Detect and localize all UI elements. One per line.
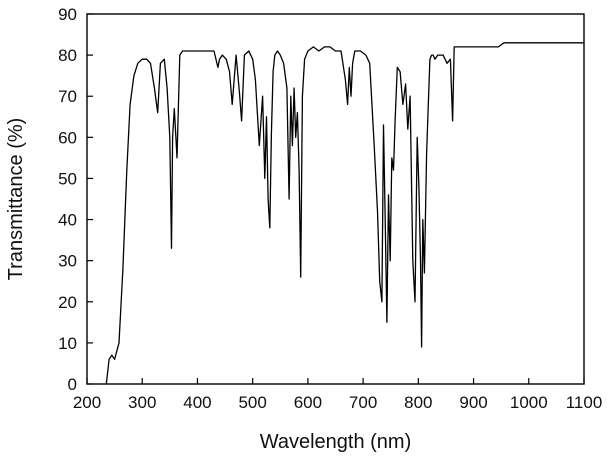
series-layer (105, 42, 584, 385)
y-tick-label: 70 (58, 87, 77, 106)
y-axis-title: Transmittance (%) (5, 118, 27, 281)
x-tick-label: 700 (349, 393, 377, 412)
y-tick-label: 20 (58, 293, 77, 312)
x-axis-ticks: 200 300 400 500 600 700 800 900 1000 1100 (73, 378, 602, 412)
y-tick-label: 50 (58, 169, 77, 188)
y-axis-ticks: 0 10 20 30 40 50 60 70 80 90 (58, 5, 93, 394)
y-tick-label: 0 (68, 375, 77, 394)
x-tick-label: 800 (404, 393, 432, 412)
y-tick-label: 80 (58, 46, 77, 65)
x-tick-label: 900 (459, 393, 487, 412)
x-tick-label: 1000 (510, 393, 548, 412)
transmittance-line (105, 42, 584, 385)
plot-frame (86, 13, 585, 385)
y-tick-label: 30 (58, 252, 77, 271)
x-tick-label: 1100 (566, 393, 603, 412)
x-tick-label: 300 (128, 393, 156, 412)
x-tick-label: 200 (73, 393, 101, 412)
y-tick-label: 90 (58, 5, 77, 24)
x-axis-title: Wavelength (nm) (260, 431, 412, 453)
x-tick-label: 600 (294, 393, 322, 412)
y-tick-label: 40 (58, 211, 77, 230)
x-tick-label: 400 (183, 393, 211, 412)
y-tick-label: 10 (58, 334, 77, 353)
x-tick-label: 500 (238, 393, 266, 412)
y-tick-label: 60 (58, 128, 77, 147)
